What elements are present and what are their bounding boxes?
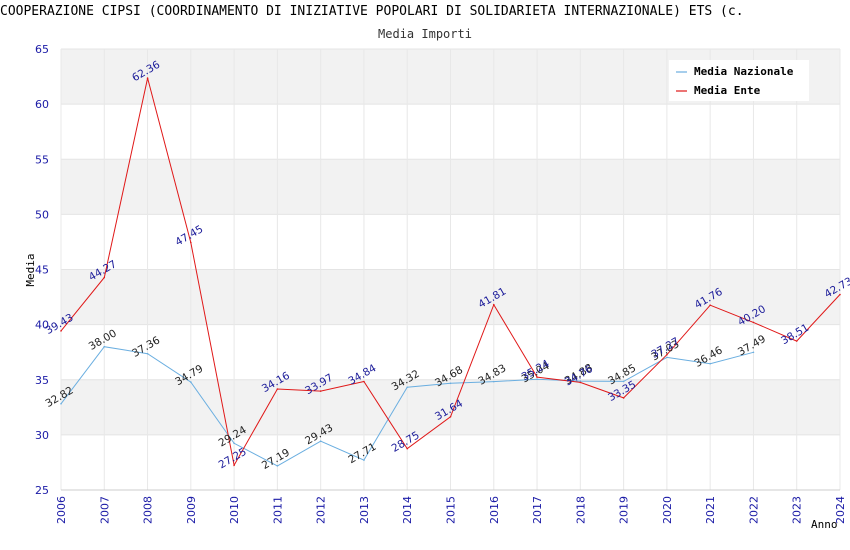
data-point-nazionale	[536, 378, 538, 381]
x-tick-label: 2021	[704, 496, 717, 524]
data-point-nazionale	[319, 440, 322, 442]
data-point-ente	[406, 447, 409, 450]
legend-label-nazionale: Media Nazionale	[694, 65, 794, 78]
x-tick-label: 2023	[791, 496, 804, 524]
chart-title: COOPERAZIONE CIPSI (COORDINAMENTO DI INI…	[0, 4, 744, 19]
axes: 25 30 35 40 45 50 55 60 65 2006 2007 2008 2009 2010 20…	[35, 43, 847, 524]
data-point-ente	[622, 397, 625, 399]
data-point-nazionale	[622, 380, 625, 383]
x-tick-label: 2009	[185, 496, 198, 524]
x-tick-label: 2006	[55, 496, 68, 524]
data-point-nazionale	[492, 380, 495, 383]
data-point-ente	[233, 464, 235, 466]
data-point-ente	[666, 353, 668, 356]
y-tick-label: 65	[35, 43, 49, 56]
data-point-nazionale	[276, 465, 279, 467]
data-point-ente	[709, 304, 711, 307]
data-point-nazionale	[709, 362, 711, 365]
data-point-ente	[190, 241, 192, 244]
data-point-nazionale	[449, 382, 452, 385]
data-point-ente	[60, 330, 62, 332]
data-point-ente	[103, 276, 106, 279]
x-tick-label: 2024	[834, 496, 847, 524]
data-point-nazionale	[190, 381, 192, 383]
data-point-nazionale	[146, 352, 149, 355]
y-tick-label: 35	[35, 374, 49, 387]
x-tick-label: 2019	[618, 496, 631, 524]
legend-label-ente: Media Ente	[694, 84, 761, 97]
data-point-ente	[146, 77, 149, 79]
data-point-nazionale	[579, 380, 582, 382]
y-tick-label: 50	[35, 208, 49, 221]
data-point-ente	[536, 376, 538, 378]
data-point-nazionale	[233, 442, 235, 445]
data-point-ente	[363, 380, 365, 383]
series-media-ente	[60, 77, 841, 467]
y-tick-label: 40	[35, 319, 49, 332]
y-tick-label: 60	[35, 98, 49, 111]
data-point-nazionale	[103, 345, 106, 348]
data-point-ente	[449, 415, 452, 418]
y-tick-label: 30	[35, 429, 49, 442]
y-tick-label: 45	[35, 264, 49, 277]
data-point-ente	[579, 381, 582, 384]
chart-subtitle: Media Importi	[378, 27, 472, 41]
x-tick-label: 2010	[228, 496, 241, 524]
x-tick-label: 2007	[98, 496, 111, 524]
data-point-nazionale	[752, 351, 755, 354]
x-tick-label: 2017	[531, 496, 544, 524]
x-tick-label: 2018	[574, 496, 587, 524]
x-axis-title: Anno	[811, 518, 838, 531]
x-tick-label: 2022	[747, 496, 760, 524]
x-tick-label: 2016	[488, 496, 501, 524]
data-point-nazionale	[363, 459, 365, 461]
x-tick-label: 2020	[661, 496, 674, 524]
x-tick-label: 2013	[358, 496, 371, 524]
data-point-ente	[319, 390, 322, 392]
y-tick-label: 55	[35, 153, 49, 166]
x-tick-label: 2012	[315, 496, 328, 524]
y-tick-label: 25	[35, 484, 49, 497]
x-tick-label: 2011	[271, 496, 284, 524]
grid-lines	[60, 48, 841, 491]
legend: Media Nazionale Media Ente	[669, 60, 809, 101]
x-tick-label: 2014	[401, 496, 414, 524]
data-point-ente	[839, 293, 841, 296]
data-point-ente	[276, 388, 279, 390]
data-point-ente	[795, 340, 798, 342]
y-axis-title: Media	[24, 253, 37, 286]
data-point-nazionale	[666, 356, 668, 359]
legend-box	[669, 60, 809, 101]
data-point-ente	[752, 321, 755, 324]
x-tick-label: 2015	[445, 496, 458, 524]
data-point-ente	[492, 303, 495, 306]
x-tick-label: 2008	[142, 496, 155, 524]
series-media-nazionale	[60, 345, 755, 467]
data-point-nazionale	[60, 402, 62, 405]
data-point-nazionale	[406, 386, 409, 389]
